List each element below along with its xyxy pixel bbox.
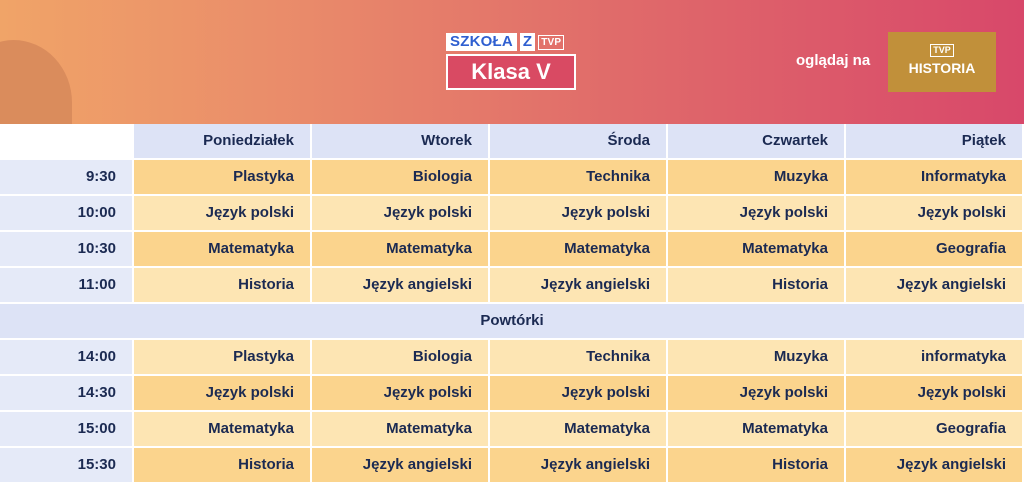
day-header: Środa [490, 124, 668, 160]
lesson-cell: Język polski [312, 196, 490, 232]
class-title: Klasa V [446, 54, 576, 90]
schedule-row: 15:00 Matematyka Matematyka Matematyka M… [0, 412, 1024, 448]
lesson-cell: Informatyka [846, 160, 1024, 196]
lesson-cell: Język polski [668, 376, 846, 412]
lesson-cell: Język angielski [312, 268, 490, 304]
schedule-row: 9:30 Plastyka Biologia Technika Muzyka I… [0, 160, 1024, 196]
schedule-row: 14:30 Język polski Język polski Język po… [0, 376, 1024, 412]
lesson-cell: Historia [668, 448, 846, 484]
lesson-cell: Geografia [846, 412, 1024, 448]
lesson-cell: Historia [134, 268, 312, 304]
schedule-row: 11:00 Historia Język angielski Język ang… [0, 268, 1024, 304]
lesson-cell: Matematyka [490, 232, 668, 268]
lesson-cell: Język angielski [490, 268, 668, 304]
logo-tvp-text: TVP [538, 34, 565, 50]
schedule-row: 10:30 Matematyka Matematyka Matematyka M… [0, 232, 1024, 268]
time-cell: 15:30 [0, 448, 134, 484]
schedule-row: 14:00 Plastyka Biologia Technika Muzyka … [0, 340, 1024, 376]
lesson-cell: Matematyka [312, 232, 490, 268]
time-cell: 10:30 [0, 232, 134, 268]
day-header: Piątek [846, 124, 1024, 160]
watch-on-label: oglądaj na [796, 52, 871, 69]
lesson-cell: informatyka [846, 340, 1024, 376]
logo-top-line: SZKOŁA Z TVP [446, 32, 576, 52]
lesson-cell: Matematyka [668, 412, 846, 448]
logo-z-text: Z [519, 33, 536, 51]
lesson-cell: Matematyka [668, 232, 846, 268]
lesson-cell: Matematyka [134, 412, 312, 448]
lesson-cell: Język polski [490, 196, 668, 232]
lesson-cell: Język angielski [490, 448, 668, 484]
lesson-cell: Matematyka [134, 232, 312, 268]
lesson-cell: Język polski [668, 196, 846, 232]
lesson-cell: Biologia [312, 160, 490, 196]
lesson-cell: Matematyka [312, 412, 490, 448]
lesson-cell: Język polski [490, 376, 668, 412]
time-cell: 11:00 [0, 268, 134, 304]
corner-cell [0, 124, 134, 160]
day-header: Wtorek [312, 124, 490, 160]
lesson-cell: Matematyka [490, 412, 668, 448]
day-header-row: Poniedziałek Wtorek Środa Czwartek Piąte… [0, 124, 1024, 160]
schedule-table: Poniedziałek Wtorek Środa Czwartek Piąte… [0, 124, 1024, 484]
lesson-cell: Geografia [846, 232, 1024, 268]
schedule-row: 10:00 Język polski Język polski Język po… [0, 196, 1024, 232]
decorative-blob [0, 40, 72, 124]
lesson-cell: Język angielski [846, 268, 1024, 304]
lesson-cell: Język polski [134, 376, 312, 412]
day-header: Poniedziałek [134, 124, 312, 160]
tvp-historia-logo: TVP HISTORIA [888, 32, 996, 92]
channel-name: HISTORIA [908, 60, 976, 76]
lesson-cell: Historia [134, 448, 312, 484]
lesson-cell: Plastyka [134, 160, 312, 196]
lesson-cell: Język polski [846, 376, 1024, 412]
lesson-cell: Biologia [312, 340, 490, 376]
lesson-cell: Muzyka [668, 160, 846, 196]
logo-szkola-text: SZKOŁA [446, 33, 517, 51]
header-banner: SZKOŁA Z TVP Klasa V oglądaj na TVP HIST… [0, 0, 1024, 124]
lesson-cell: Język polski [312, 376, 490, 412]
lesson-cell: Język polski [134, 196, 312, 232]
time-cell: 14:00 [0, 340, 134, 376]
lesson-cell: Język angielski [846, 448, 1024, 484]
time-cell: 14:30 [0, 376, 134, 412]
lesson-cell: Muzyka [668, 340, 846, 376]
lesson-cell: Plastyka [134, 340, 312, 376]
repeats-separator: Powtórki [0, 304, 1024, 340]
lesson-cell: Język angielski [312, 448, 490, 484]
szkola-z-tvp-logo: SZKOŁA Z TVP Klasa V [446, 32, 576, 90]
time-cell: 9:30 [0, 160, 134, 196]
time-cell: 15:00 [0, 412, 134, 448]
channel-tvp-text: TVP [930, 44, 954, 57]
time-cell: 10:00 [0, 196, 134, 232]
lesson-cell: Język polski [846, 196, 1024, 232]
lesson-cell: Technika [490, 160, 668, 196]
lesson-cell: Technika [490, 340, 668, 376]
day-header: Czwartek [668, 124, 846, 160]
schedule-row: 15:30 Historia Język angielski Język ang… [0, 448, 1024, 484]
lesson-cell: Historia [668, 268, 846, 304]
